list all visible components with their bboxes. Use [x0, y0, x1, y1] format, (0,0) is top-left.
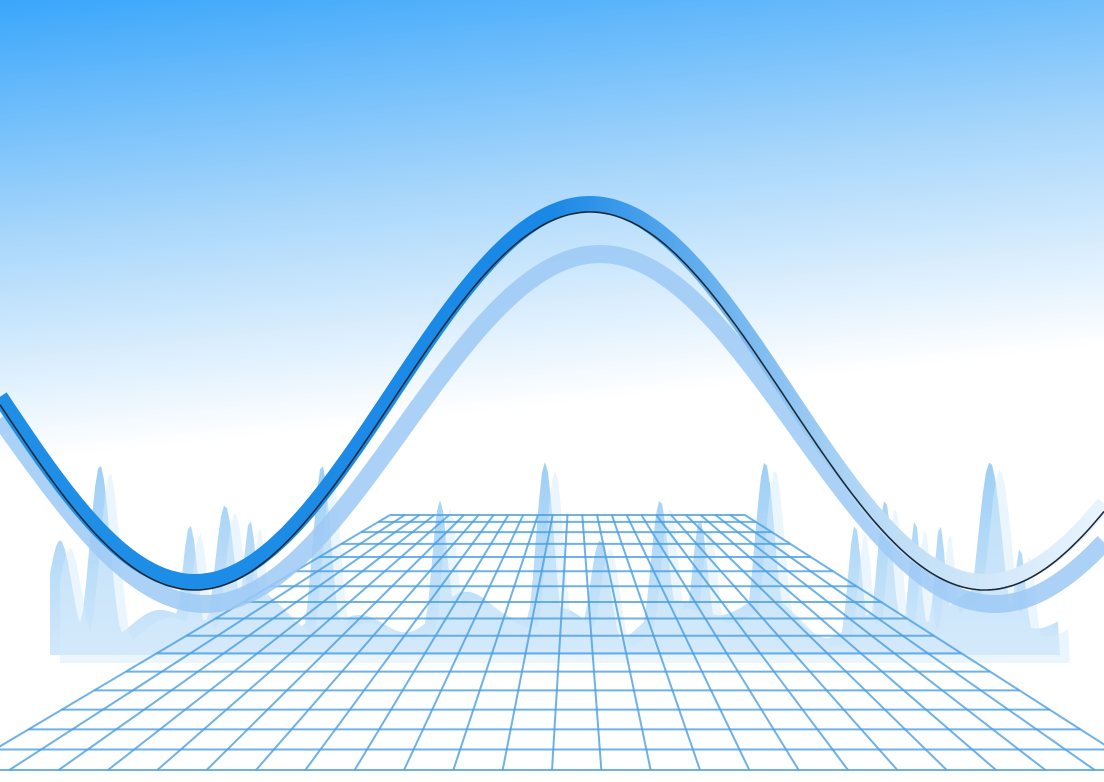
wave-shadow — [0, 244, 1104, 613]
grid — [0, 514, 1104, 771]
grid-column — [551, 514, 569, 771]
grid-column — [685, 514, 948, 771]
grid-column — [729, 514, 1096, 771]
wave-band — [0, 196, 1104, 591]
grid-column — [744, 514, 1104, 746]
grid-column — [255, 514, 480, 771]
grid-column — [58, 514, 421, 771]
grid-column — [0, 514, 391, 748]
grid-column — [640, 514, 800, 771]
waves — [0, 196, 1104, 613]
grid-column — [581, 514, 603, 771]
grid-column — [699, 514, 997, 771]
grid-column — [107, 514, 435, 771]
grid-column — [452, 514, 539, 771]
wave-line — [0, 211, 1104, 591]
grid-column — [205, 514, 465, 771]
grid-column — [610, 514, 701, 771]
grid-column — [625, 514, 751, 771]
grid-column — [596, 514, 652, 771]
grid-column — [670, 514, 899, 771]
grid-column — [8, 514, 406, 771]
grid-column — [714, 514, 1046, 771]
grid-column — [156, 514, 450, 771]
grid-column — [403, 514, 525, 771]
grid-column — [655, 514, 849, 771]
grid-column — [353, 514, 510, 771]
grid-column — [501, 514, 554, 771]
grid-column — [304, 514, 495, 771]
